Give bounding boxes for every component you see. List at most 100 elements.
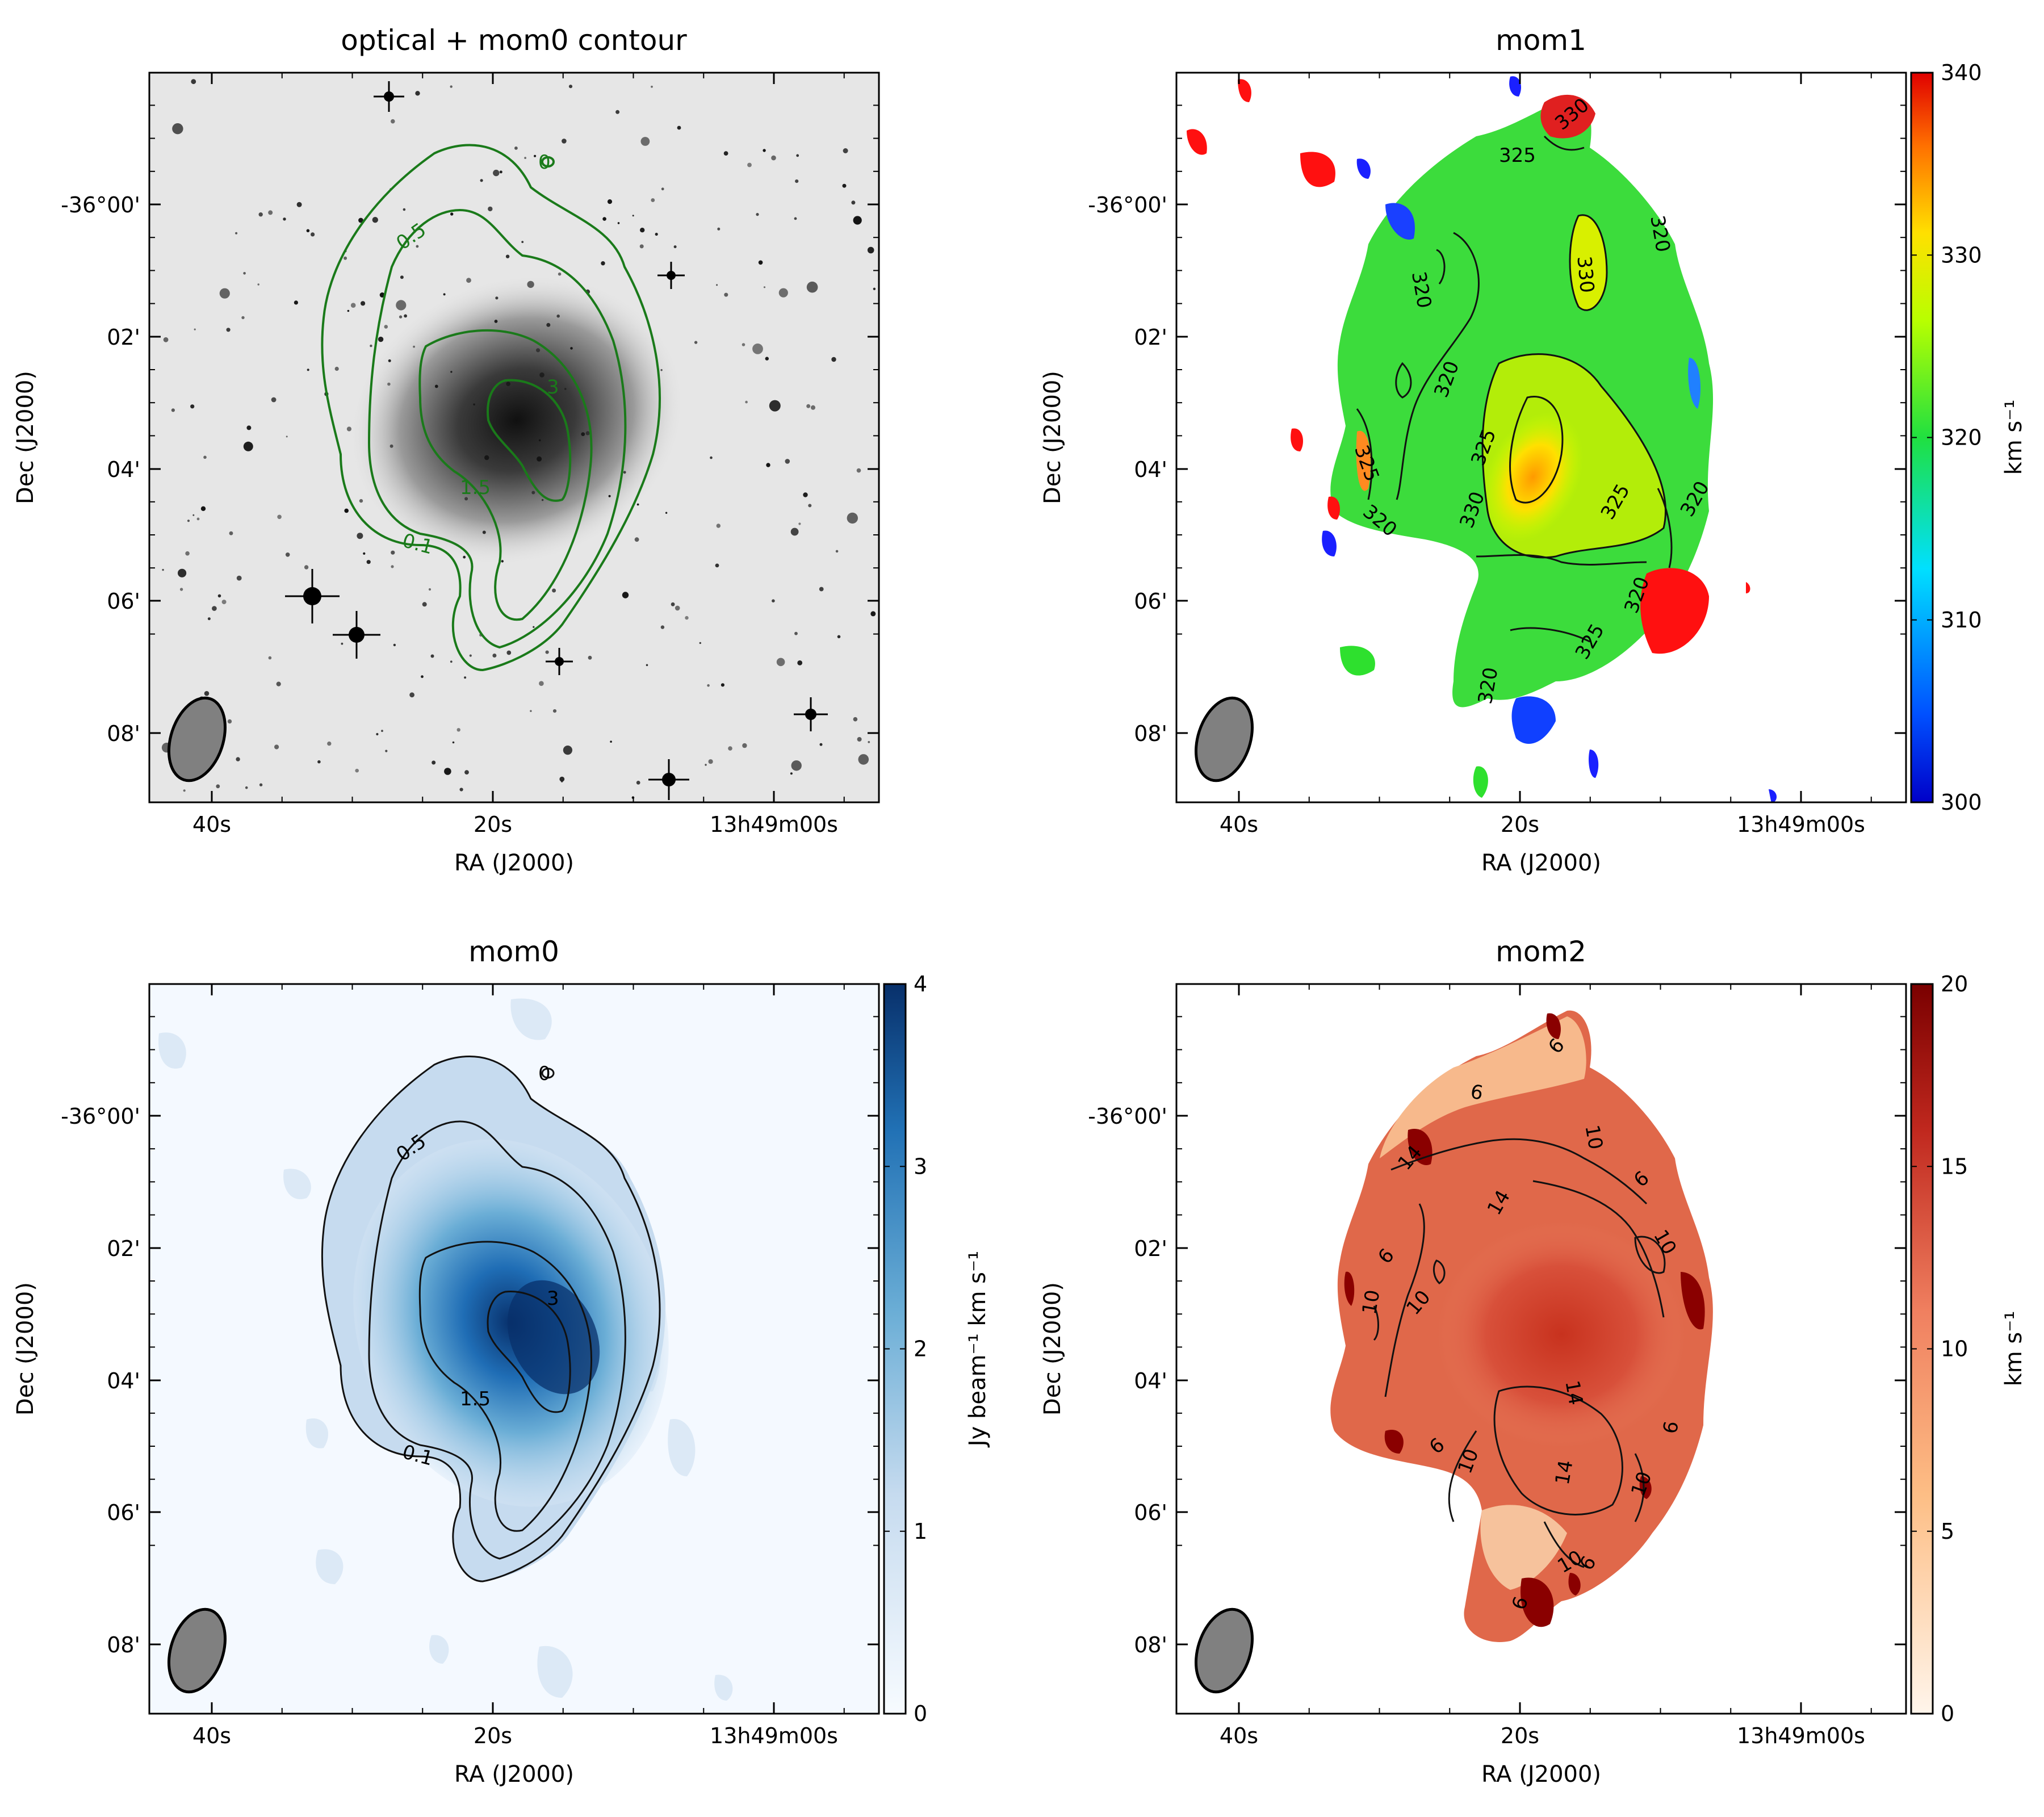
colorbar-tick-label: 330 bbox=[1941, 242, 1982, 267]
star bbox=[245, 786, 248, 789]
star bbox=[334, 366, 339, 371]
star bbox=[623, 471, 626, 474]
star bbox=[404, 314, 407, 318]
star bbox=[705, 764, 707, 766]
star bbox=[873, 287, 876, 290]
x-axis-label: RA (J2000) bbox=[1481, 850, 1601, 876]
panel-mom1-title: mom1 bbox=[1496, 24, 1586, 57]
panel-mom2-frame bbox=[1175, 983, 1907, 1715]
star bbox=[607, 199, 613, 204]
x-tick-label: 20s bbox=[474, 812, 512, 837]
star bbox=[422, 602, 427, 607]
star bbox=[545, 650, 549, 654]
contour-label: 10 bbox=[1358, 1288, 1385, 1317]
star bbox=[196, 517, 200, 521]
mom1-contours bbox=[1356, 135, 1673, 643]
panel-mom2: mom2 bbox=[1040, 935, 2027, 1787]
star bbox=[694, 341, 698, 344]
star bbox=[444, 768, 451, 775]
star bbox=[533, 626, 535, 628]
star bbox=[715, 563, 719, 568]
y-tick-label: -36°00' bbox=[1088, 192, 1167, 217]
mom0-contours bbox=[321, 1056, 661, 1582]
mom0-colorbar-ticks: 4 3 2 1 0 bbox=[884, 972, 927, 1726]
star bbox=[304, 565, 309, 570]
contour-label: 3 bbox=[547, 1287, 559, 1310]
x-tick-label: 20s bbox=[1501, 1723, 1539, 1748]
star bbox=[524, 157, 526, 159]
mom1-red-blob bbox=[1640, 568, 1709, 654]
mom1-yellow-strip bbox=[1570, 215, 1607, 311]
star bbox=[203, 455, 207, 459]
star bbox=[870, 611, 876, 617]
x-tick-label: 20s bbox=[474, 1723, 512, 1748]
star bbox=[183, 789, 186, 792]
star bbox=[391, 119, 395, 124]
beam-ellipse bbox=[167, 1607, 227, 1694]
star bbox=[639, 244, 644, 249]
mom2-light-outer bbox=[1380, 1016, 1586, 1158]
star bbox=[403, 208, 406, 211]
star bbox=[226, 328, 231, 332]
mom1-red-top bbox=[1540, 94, 1595, 139]
star bbox=[851, 200, 856, 205]
star bbox=[505, 254, 510, 258]
star bbox=[622, 592, 629, 598]
star bbox=[559, 776, 565, 782]
star bbox=[413, 345, 415, 348]
star bbox=[463, 555, 466, 559]
contour-label: 14 bbox=[1551, 1459, 1578, 1487]
star bbox=[276, 681, 281, 686]
colorbar-tick-label: 3 bbox=[914, 1154, 927, 1179]
star bbox=[752, 344, 763, 354]
star bbox=[494, 320, 498, 323]
star bbox=[283, 217, 286, 221]
star bbox=[274, 744, 279, 750]
x-axis-label: RA (J2000) bbox=[454, 1761, 574, 1787]
contour-label: 14 bbox=[1560, 1379, 1587, 1407]
star bbox=[570, 347, 573, 350]
colorbar-tick-label: 340 bbox=[1941, 60, 1982, 85]
panel-mom1: mom1 bbox=[1040, 24, 2027, 876]
contour-label: 10 bbox=[1580, 1123, 1607, 1152]
panel-mom2-axes: 40s 20s 13h49m00s -36°00' 02' 04' 06' 08' RA (J2… bbox=[1040, 984, 1906, 1787]
y-tick-label: -36°00' bbox=[61, 192, 140, 217]
y-tick-label: -36°00' bbox=[61, 1104, 140, 1129]
star bbox=[172, 123, 183, 135]
star bbox=[246, 425, 252, 430]
star bbox=[819, 587, 824, 592]
star bbox=[200, 506, 206, 511]
star bbox=[772, 599, 775, 602]
y-tick-label: 06' bbox=[1134, 589, 1167, 614]
y-axis-label: Dec (J2000) bbox=[1040, 1282, 1066, 1416]
star bbox=[387, 382, 391, 386]
star bbox=[534, 154, 537, 157]
x-tick-label: 13h49m00s bbox=[1737, 812, 1865, 837]
star bbox=[277, 514, 282, 520]
star bbox=[443, 293, 446, 296]
star bbox=[421, 675, 424, 679]
star bbox=[806, 404, 811, 408]
mom1-outliers-blue bbox=[1322, 76, 1777, 802]
star bbox=[853, 717, 858, 722]
star bbox=[464, 770, 469, 774]
star bbox=[716, 524, 721, 528]
star bbox=[194, 328, 196, 330]
x-tick-label: 20s bbox=[1501, 812, 1539, 837]
star bbox=[221, 600, 227, 605]
star bbox=[758, 260, 763, 265]
panel-mom0-axes: 40s 20s 13h49m00s -36°00' 02' 04' 06' 08' RA (J2… bbox=[12, 984, 879, 1787]
star bbox=[327, 741, 332, 746]
y-tick-label: 02' bbox=[1134, 325, 1167, 350]
star bbox=[428, 588, 432, 591]
star bbox=[399, 315, 403, 319]
star bbox=[243, 272, 246, 275]
star bbox=[347, 309, 350, 312]
star bbox=[785, 459, 790, 464]
colorbar-tick-label: 0 bbox=[1941, 1701, 1954, 1726]
beam-ellipse bbox=[1194, 696, 1254, 782]
star bbox=[546, 323, 551, 327]
star bbox=[763, 149, 766, 152]
star bbox=[562, 139, 567, 144]
star bbox=[563, 746, 573, 755]
